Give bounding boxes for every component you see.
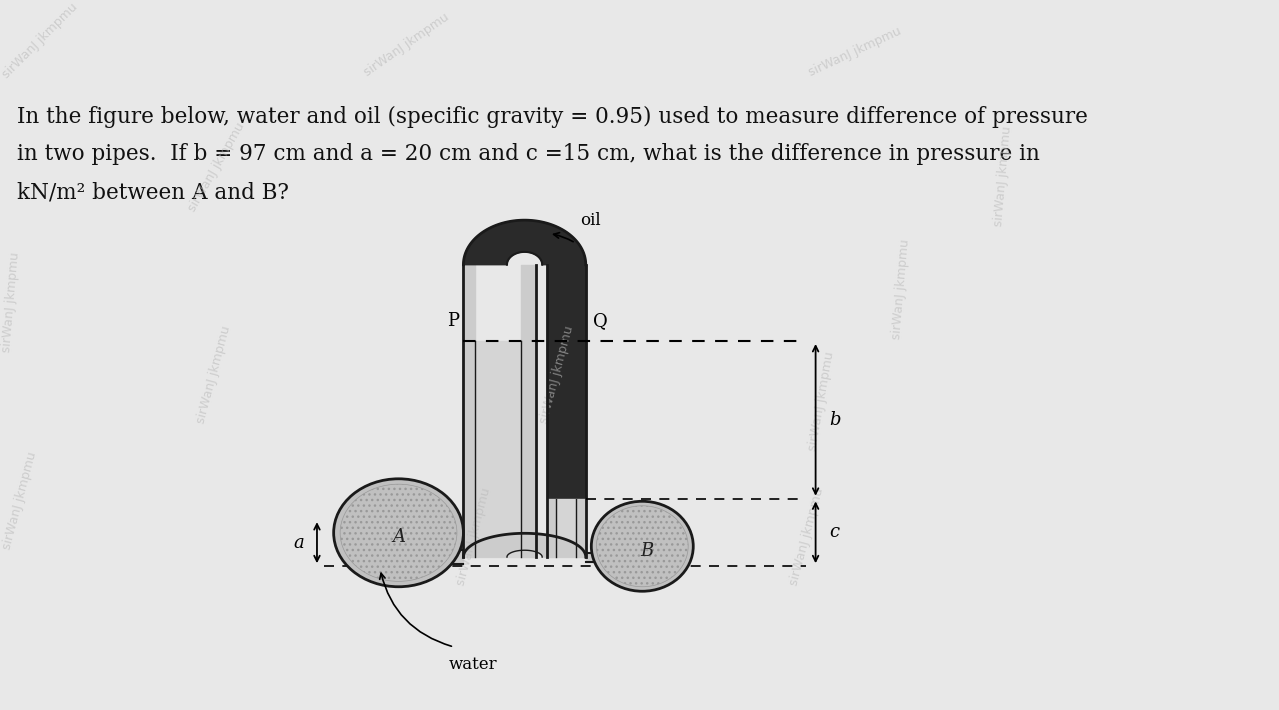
Text: in two pipes.  If b = 97 cm and a = 20 cm and c =15 cm, what is the difference i: in two pipes. If b = 97 cm and a = 20 cm… (17, 143, 1040, 165)
Text: a: a (293, 534, 304, 552)
Text: kN/m² between A and B?: kN/m² between A and B? (17, 181, 289, 203)
Text: sirWanJ jkmpmu: sirWanJ jkmpmu (362, 11, 451, 79)
Text: In the figure below, water and oil (specific gravity = 0.95) used to measure dif: In the figure below, water and oil (spec… (17, 106, 1087, 128)
Text: sirWanJ jkmpmu: sirWanJ jkmpmu (806, 351, 836, 452)
Text: sirWanJ jkmpmu: sirWanJ jkmpmu (0, 1, 81, 82)
Text: sirWanJ jkmpmu: sirWanJ jkmpmu (806, 24, 903, 79)
Polygon shape (463, 220, 586, 265)
Text: oil: oil (581, 212, 601, 229)
Text: sirWanJ jkmpmu: sirWanJ jkmpmu (194, 324, 233, 425)
Text: sirWanJ jkmpmu: sirWanJ jkmpmu (890, 238, 912, 339)
Text: sirWanJ jkmpmu: sirWanJ jkmpmu (537, 324, 576, 425)
Text: sirWanJ jkmpmu: sirWanJ jkmpmu (0, 450, 38, 551)
Text: sirWanJ jkmpmu: sirWanJ jkmpmu (454, 486, 492, 587)
Text: sirWanJ jkmpmu: sirWanJ jkmpmu (788, 486, 826, 587)
Text: c: c (830, 523, 839, 541)
Text: P: P (446, 312, 459, 330)
Text: sirWanJ jkmpmu: sirWanJ jkmpmu (0, 251, 22, 353)
Ellipse shape (334, 479, 463, 586)
Text: sirWanJ jkmpmu: sirWanJ jkmpmu (185, 120, 247, 214)
Ellipse shape (591, 501, 693, 591)
Text: b: b (830, 411, 842, 429)
Text: water: water (449, 656, 498, 673)
Text: Q: Q (593, 312, 608, 330)
Polygon shape (463, 533, 586, 557)
Text: B: B (641, 542, 654, 559)
Text: sirWanJ jkmpmu: sirWanJ jkmpmu (991, 126, 1013, 227)
Text: A: A (393, 528, 405, 546)
